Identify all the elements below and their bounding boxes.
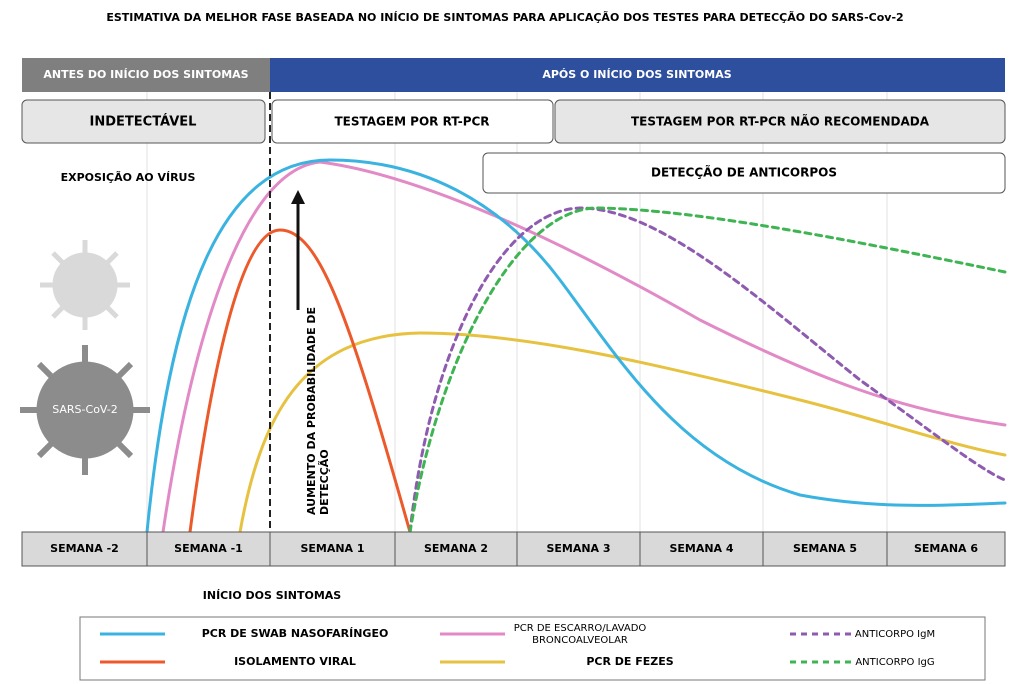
title: ESTIMATIVA DA MELHOR FASE BASEADA NO INÍ… (106, 11, 903, 24)
week-cell (21, 531, 148, 567)
curve (188, 228, 412, 534)
curve (161, 160, 1007, 534)
phase-label: INDETECTÁVEL (90, 114, 197, 130)
week-cell (639, 531, 764, 567)
week-label: SEMANA 4 (669, 542, 733, 555)
week-cell (762, 531, 888, 567)
curve (408, 206, 1007, 534)
phase-box (21, 99, 266, 144)
header-after-label: APÓS O INÍCIO DOS SINTOMAS (542, 68, 731, 81)
legend-label: ANTICORPO IgG (855, 657, 934, 668)
week-label: SEMANA 6 (914, 542, 978, 555)
curve (238, 331, 1007, 534)
legend-label-line: BRONCOALVEOLAR (532, 635, 628, 646)
arrow-label: DETECÇÃO (318, 449, 331, 515)
week-label: SEMANA -2 (50, 542, 119, 555)
virus-icon-faded (40, 240, 130, 330)
phase-box (271, 99, 554, 144)
header-after (270, 58, 1005, 92)
phase-label: DETECÇÃO DE ANTICORPOS (651, 165, 837, 180)
week-label: SEMANA -1 (174, 542, 243, 555)
arrow-label: AUMENTO DA PROBABILIDADE DE (305, 307, 318, 515)
week-label: SEMANA 1 (300, 542, 364, 555)
header-before-label: ANTES DO INÍCIO DOS SINTOMAS (43, 68, 248, 81)
curve (145, 158, 1007, 534)
virus-icon (20, 345, 150, 475)
legend-label: ANTICORPO IgM (855, 629, 935, 640)
legend-box (79, 616, 986, 681)
legend-label: PCR DE ESCARRO/LAVADO BRONCOALVEOLAR (514, 623, 647, 646)
arrow-head (291, 190, 305, 204)
phase-box (554, 99, 1006, 144)
week-cell (394, 531, 518, 567)
header-before (22, 58, 270, 92)
legend-label: PCR DE FEZES (586, 655, 673, 668)
week-cell (516, 531, 641, 567)
phase-label: TESTAGEM POR RT-PCR (334, 115, 489, 129)
virus-label: SARS-CoV-2 (52, 403, 118, 416)
phase-label: TESTAGEM POR RT-PCR NÃO RECOMENDADA (631, 114, 930, 129)
week-cell (269, 531, 396, 567)
exposure-label: EXPOSIÇÃO AO VÍRUS (61, 171, 196, 184)
week-cell (886, 531, 1006, 567)
week-label: SEMANA 3 (546, 542, 610, 555)
onset-label: INÍCIO DOS SINTOMAS (203, 589, 342, 602)
legend-label-line: PCR DE ESCARRO/LAVADO (514, 623, 647, 634)
legend-label: ISOLAMENTO VIRAL (234, 655, 356, 668)
week-label: SEMANA 2 (424, 542, 488, 555)
curve (408, 206, 1007, 534)
week-label: SEMANA 5 (793, 542, 857, 555)
phase-box (482, 152, 1006, 194)
legend-label: PCR DE SWAB NASOFARÍNGEO (202, 627, 389, 640)
